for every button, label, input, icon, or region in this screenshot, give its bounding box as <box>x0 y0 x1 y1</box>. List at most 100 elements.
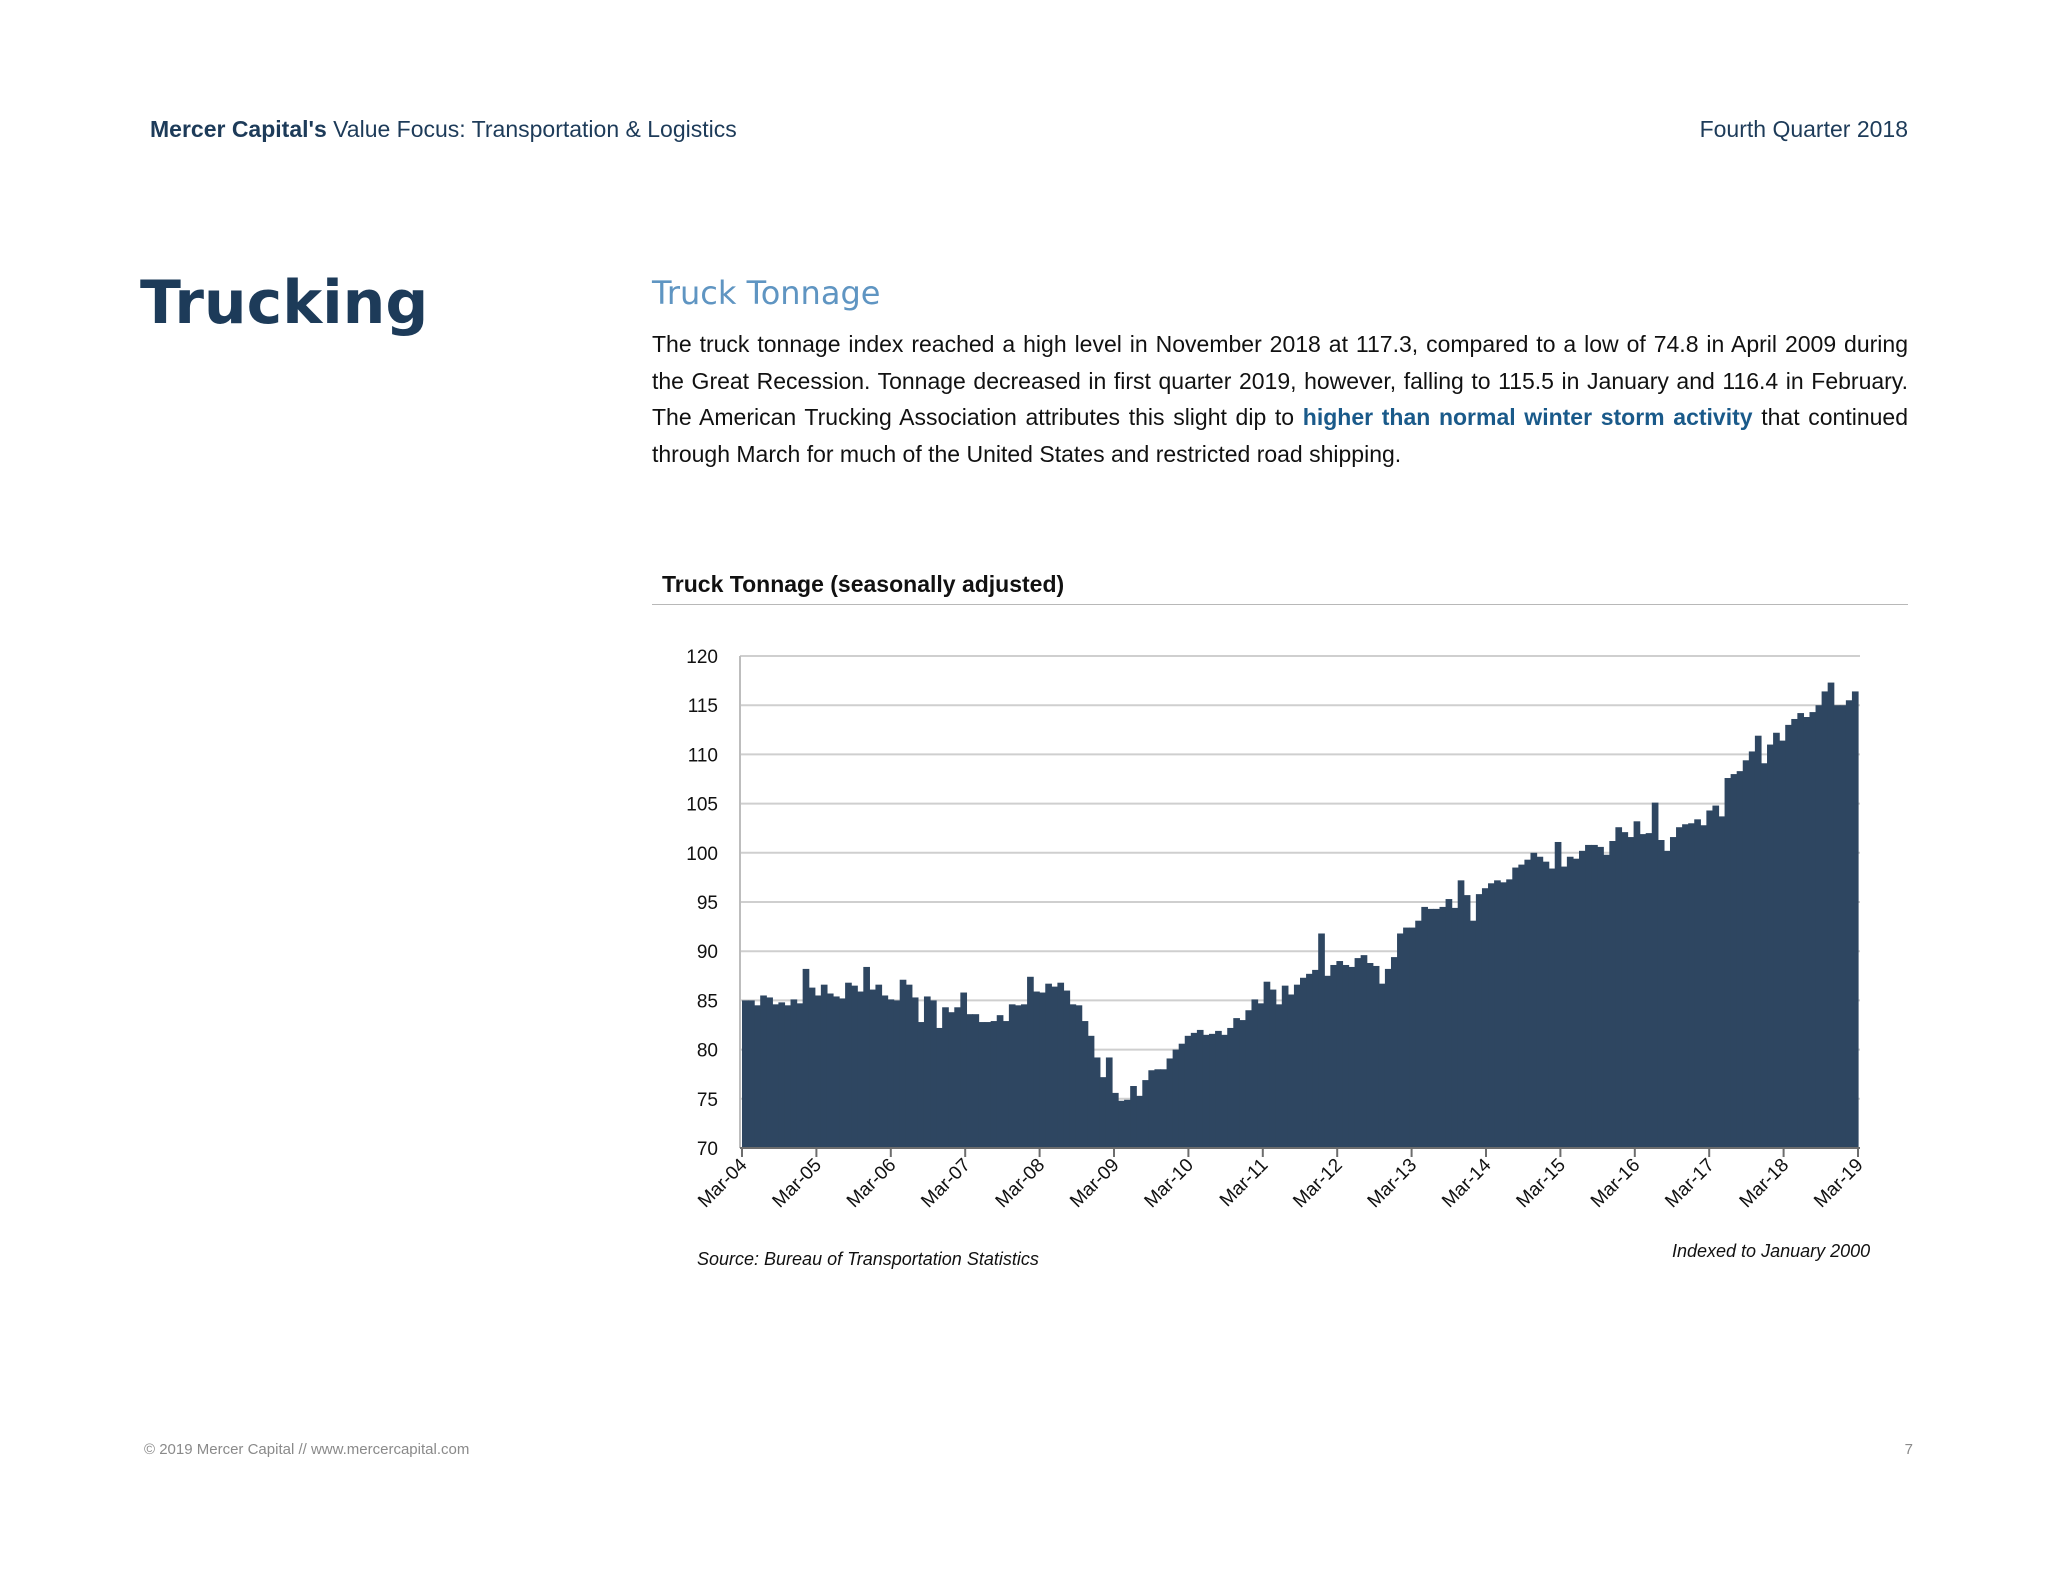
data-bar <box>863 966 870 1148</box>
y-tick-label: 110 <box>688 745 718 766</box>
data-bar <box>1706 810 1714 1148</box>
data-bar <box>1087 1035 1095 1148</box>
data-bar <box>1463 895 1471 1148</box>
data-bar <box>1548 868 1556 1148</box>
data-bar <box>1481 888 1489 1148</box>
data-bar <box>1118 1100 1125 1148</box>
data-bar <box>1421 906 1428 1148</box>
data-bar <box>1524 859 1532 1148</box>
data-bar <box>1366 963 1374 1148</box>
data-bar <box>1202 1034 1210 1148</box>
data-bar <box>1318 933 1325 1148</box>
data-bar <box>1639 834 1647 1148</box>
data-bar <box>772 1004 779 1148</box>
data-bar <box>1209 1033 1216 1148</box>
data-bar <box>1178 1043 1186 1148</box>
data-bar <box>1081 1021 1089 1148</box>
data-bar <box>1190 1032 1198 1148</box>
data-bar <box>1390 957 1398 1148</box>
data-bar <box>1433 908 1441 1148</box>
data-bar <box>754 1005 761 1148</box>
data-bar <box>1409 927 1416 1148</box>
data-bar <box>936 1027 943 1148</box>
x-tick-label: Mar-15 <box>1513 1155 1570 1212</box>
data-bar <box>1324 975 1331 1148</box>
x-tick-label: Mar-13 <box>1364 1155 1421 1212</box>
data-bar <box>1718 816 1726 1148</box>
data-bar <box>1451 907 1459 1148</box>
data-bar <box>1136 1095 1143 1148</box>
data-bar <box>1075 1005 1083 1148</box>
data-bar <box>1312 969 1319 1148</box>
data-bar <box>1142 1080 1149 1148</box>
data-bar <box>784 1005 792 1148</box>
data-bar <box>814 995 822 1148</box>
data-bar <box>1372 965 1380 1148</box>
data-bar <box>1506 879 1513 1148</box>
data-bar <box>1627 837 1635 1148</box>
data-bar <box>1669 837 1677 1148</box>
data-bar <box>1384 968 1392 1148</box>
data-bar <box>875 984 883 1148</box>
data-bar <box>1621 832 1629 1148</box>
data-bar <box>1827 682 1835 1148</box>
data-bar <box>1403 927 1410 1148</box>
x-tick-label: Mar-08 <box>992 1155 1049 1212</box>
data-bar <box>1712 805 1720 1148</box>
data-bar <box>1785 724 1792 1148</box>
data-bar <box>954 1007 961 1148</box>
data-bar <box>1111 1092 1119 1148</box>
data-bar <box>948 1012 955 1148</box>
data-bar <box>832 996 840 1148</box>
y-tick-label: 85 <box>697 991 718 1012</box>
data-bar <box>1239 1020 1247 1148</box>
section-title: Trucking <box>140 268 429 338</box>
data-bar <box>1069 1004 1077 1148</box>
index-note: Indexed to January 2000 <box>1672 1241 1871 1261</box>
x-tick-label: Mar-05 <box>769 1155 826 1212</box>
data-bar <box>796 1003 804 1148</box>
data-bar <box>911 997 919 1148</box>
data-bar <box>1251 999 1259 1148</box>
footer-copyright: © 2019 Mercer Capital // www.mercercapit… <box>144 1441 470 1458</box>
data-bar <box>851 985 858 1148</box>
data-bar <box>1742 760 1750 1148</box>
highlight-link[interactable]: higher than normal winter storm activity <box>1302 404 1753 430</box>
x-tick-label: Mar-11 <box>1216 1155 1272 1211</box>
data-bar <box>802 968 810 1148</box>
x-tick-label: Mar-14 <box>1438 1154 1496 1212</box>
data-bar <box>1694 819 1701 1148</box>
data-bar <box>972 1014 980 1148</box>
data-bar <box>1700 825 1707 1148</box>
data-bar <box>1148 1070 1156 1148</box>
data-bar <box>1342 964 1350 1148</box>
data-bar <box>1518 864 1526 1148</box>
data-bar <box>1803 717 1811 1148</box>
data-bar <box>1615 827 1623 1148</box>
data-bar <box>1736 771 1744 1148</box>
data-bar <box>1457 880 1465 1148</box>
subsection-title: Truck Tonnage <box>652 274 881 312</box>
data-bar <box>1093 1057 1101 1148</box>
data-bar <box>1269 989 1277 1148</box>
y-tick-label: 115 <box>688 696 718 717</box>
data-bar <box>1688 823 1695 1148</box>
data-bar <box>1281 985 1289 1148</box>
data-bar <box>808 987 816 1148</box>
chart-title-divider <box>652 604 1908 605</box>
y-tick-label: 120 <box>686 647 718 668</box>
data-bar <box>1845 700 1853 1148</box>
data-bar <box>1530 852 1538 1148</box>
data-bar <box>742 1000 749 1148</box>
y-tick-label: 70 <box>697 1139 718 1160</box>
data-bar <box>978 1022 986 1148</box>
data-bar <box>1603 854 1610 1148</box>
data-bar <box>760 995 767 1148</box>
data-bar <box>966 1014 974 1148</box>
data-bar <box>1002 1021 1010 1148</box>
data-bar <box>1348 966 1356 1148</box>
data-bar <box>1196 1029 1204 1148</box>
x-tick-label: Mar-06 <box>843 1155 900 1212</box>
data-bar <box>1773 732 1780 1148</box>
data-bar <box>1748 751 1756 1148</box>
